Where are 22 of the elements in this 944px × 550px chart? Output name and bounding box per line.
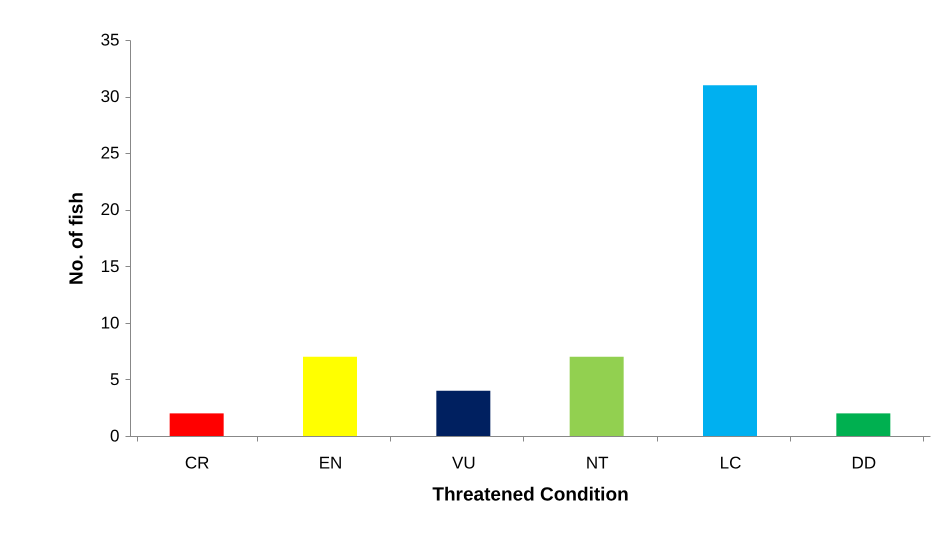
bar: [170, 413, 224, 436]
bar: [303, 356, 357, 436]
bar: [570, 356, 624, 436]
y-tick-label: 5: [110, 370, 120, 389]
y-tick-label: 30: [100, 87, 120, 106]
y-tick-label: 15: [100, 256, 120, 276]
y-tick-label: 20: [100, 200, 120, 220]
x-tick-label: NT: [586, 454, 609, 472]
x-tick-label: LC: [720, 454, 742, 472]
y-tick-label: 10: [100, 313, 120, 332]
x-tick-label: CR: [184, 454, 210, 472]
y-tick-label: 0: [110, 426, 120, 446]
x-tick-label: DD: [852, 454, 876, 472]
x-axis-title: Threatened Condition: [432, 484, 629, 506]
y-tick-label: 35: [100, 30, 120, 50]
y-axis-title: No. of fish: [66, 192, 88, 285]
bar: [436, 390, 490, 436]
x-tick-label: VU: [452, 454, 476, 472]
bar: [836, 413, 890, 436]
y-tick-label: 25: [100, 144, 120, 163]
x-tick-label: EN: [318, 454, 342, 472]
bar: [703, 85, 757, 436]
